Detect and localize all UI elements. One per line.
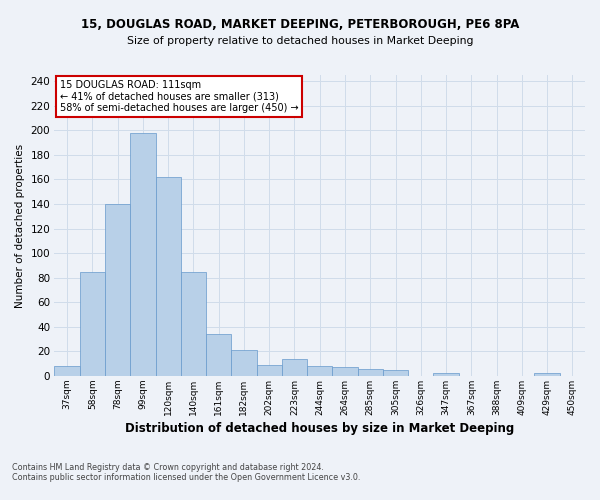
Text: 15 DOUGLAS ROAD: 111sqm
← 41% of detached houses are smaller (313)
58% of semi-d: 15 DOUGLAS ROAD: 111sqm ← 41% of detache… bbox=[60, 80, 298, 112]
Bar bbox=[257, 365, 282, 376]
Bar bbox=[181, 272, 206, 376]
Bar bbox=[55, 366, 80, 376]
Y-axis label: Number of detached properties: Number of detached properties bbox=[15, 144, 25, 308]
Bar bbox=[358, 368, 383, 376]
Bar bbox=[535, 374, 560, 376]
Bar bbox=[383, 370, 408, 376]
Bar bbox=[155, 177, 181, 376]
Bar bbox=[282, 358, 307, 376]
Text: 15, DOUGLAS ROAD, MARKET DEEPING, PETERBOROUGH, PE6 8PA: 15, DOUGLAS ROAD, MARKET DEEPING, PETERB… bbox=[81, 18, 519, 30]
Bar bbox=[307, 366, 332, 376]
Bar bbox=[80, 272, 105, 376]
Text: Contains HM Land Registry data © Crown copyright and database right 2024.: Contains HM Land Registry data © Crown c… bbox=[12, 464, 324, 472]
Bar bbox=[433, 374, 458, 376]
Bar bbox=[206, 334, 232, 376]
Bar bbox=[130, 132, 155, 376]
Bar bbox=[232, 350, 257, 376]
Bar bbox=[105, 204, 130, 376]
Text: Contains public sector information licensed under the Open Government Licence v3: Contains public sector information licen… bbox=[12, 474, 361, 482]
Bar bbox=[332, 368, 358, 376]
Text: Size of property relative to detached houses in Market Deeping: Size of property relative to detached ho… bbox=[127, 36, 473, 46]
X-axis label: Distribution of detached houses by size in Market Deeping: Distribution of detached houses by size … bbox=[125, 422, 514, 435]
